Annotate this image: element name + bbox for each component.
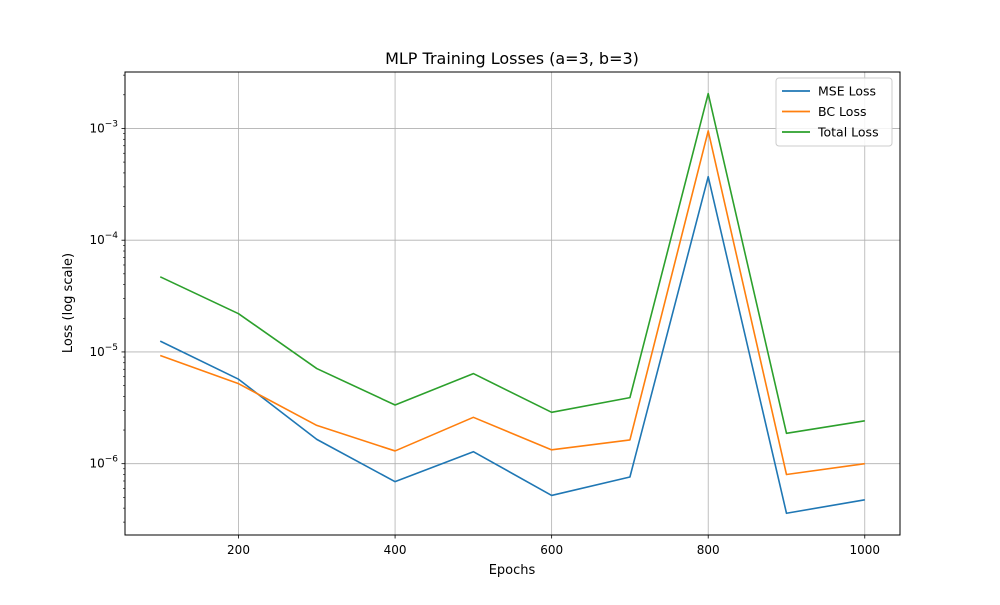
grid-layer [125,72,900,535]
x-tick-label: 200 [227,543,250,557]
series-line-total-loss [159,92,865,435]
legend-label: MSE Loss [818,84,876,99]
x-axis: 200 400 600 800 1000 [227,535,880,557]
x-tick-label: 1000 [849,543,880,557]
plot-frame [124,71,901,536]
x-axis-label: Epochs [489,563,536,578]
y-tick-label: 10−6 [89,455,118,471]
series-line-bc-loss [159,130,865,476]
x-tick-label: 800 [697,543,720,557]
legend: MSE Loss BC Loss Total Loss [775,77,893,147]
x-tick-label: 600 [540,543,563,557]
legend-label: BC Loss [818,104,866,119]
chart-title: MLP Training Losses (a=3, b=3) [385,49,639,68]
y-tick-label: 10−5 [89,343,118,359]
x-tick-label: 400 [384,543,407,557]
series-line-mse-loss [159,175,865,515]
y-axis: 10−6 10−5 10−4 10−3 [89,74,125,523]
y-axis-label: Loss (log scale) [61,253,76,353]
series-layer [159,92,865,515]
y-tick-label: 10−3 [89,119,118,135]
legend-label: Total Loss [817,125,879,140]
y-tick-label: 10−4 [89,231,118,247]
legend-box [775,77,893,147]
